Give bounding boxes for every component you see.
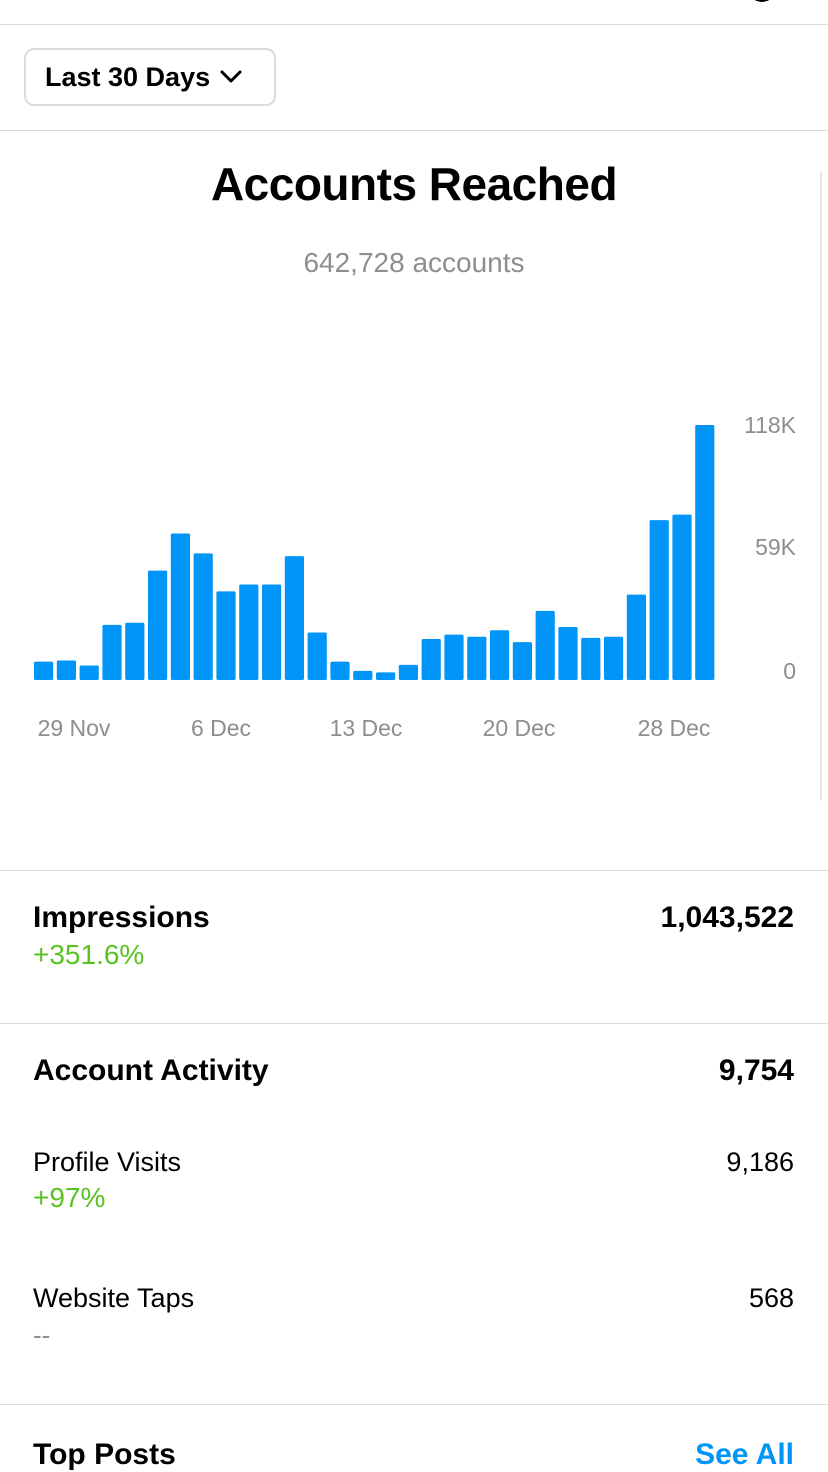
chart-bar[interactable] [216,591,236,680]
x-tick-label: 28 Dec [638,715,711,741]
chart-bar[interactable] [56,660,76,680]
account-activity-section: Account Activity 9,754 Profile Visits +9… [0,1024,828,1405]
chart-bar[interactable] [649,520,669,680]
y-tick-label: 118K [744,412,797,438]
accounts-count: 642,728 accounts [303,247,525,278]
chart-bar[interactable] [604,636,624,680]
website-taps-change: -- [33,1320,51,1350]
chart-bar[interactable] [695,425,715,680]
chart-bar[interactable] [558,627,578,680]
top-posts-label: Top Posts [33,1438,176,1471]
chart-bar[interactable] [239,584,259,680]
chart-bar[interactable] [330,661,350,680]
y-tick-label: 0 [783,658,796,684]
x-tick-label: 6 Dec [191,715,251,741]
impressions-row[interactable]: Impressions +351.6% 1,043,522 [0,871,828,1024]
chart-bar[interactable] [490,630,510,680]
chart-bar[interactable] [307,632,327,680]
impressions-label: Impressions [33,901,210,934]
chart-bar[interactable] [353,670,373,680]
date-range-dropdown[interactable]: Last 30 Days [24,48,276,106]
date-range-label: Last 30 Days [45,61,211,92]
see-all-link[interactable]: See All [695,1438,794,1471]
x-tick-label: 29 Nov [38,715,111,741]
account-activity-label: Account Activity [33,1054,269,1087]
chart-bar[interactable] [467,636,487,680]
chart-bar[interactable] [148,570,168,680]
website-taps-label: Website Taps [33,1283,195,1313]
chart-bar[interactable] [421,638,441,680]
top-bar [0,0,828,25]
section-title: Accounts Reached [210,158,618,210]
scrollbar[interactable] [820,171,822,801]
chart-bar[interactable] [672,514,692,680]
impressions-change: +351.6% [33,939,145,970]
chart-bar[interactable] [34,661,54,680]
profile-visits-change: +97% [33,1182,106,1213]
accounts-reached-section: Accounts Reached 642,728 accounts 118K 59… [0,131,828,871]
chart-bar[interactable] [284,556,304,680]
chart-bar[interactable] [376,672,396,680]
top-posts-section: Top Posts See All [0,1405,828,1472]
chart-bar[interactable] [398,664,418,680]
accounts-reached-chart: 118K 59K 0 29 Nov 6 Dec 13 Dec 20 Dec 28 Dec [34,412,797,741]
x-tick-label: 13 Dec [330,715,403,741]
chart-bar[interactable] [626,594,646,680]
chart-bar[interactable] [512,642,532,680]
profile-visits-label: Profile Visits [33,1147,182,1177]
chart-bar[interactable] [535,610,555,680]
chart-bar[interactable] [444,634,464,680]
y-tick-label: 59K [755,534,797,560]
chart-bar[interactable] [170,533,190,680]
chart-bar[interactable] [125,622,145,680]
profile-visits-value: 9,186 [726,1147,794,1177]
filter-row: Last 30 Days [0,25,828,131]
account-activity-value: 9,754 [718,1054,794,1087]
profile-icon[interactable] [748,0,776,2]
chart-bar[interactable] [79,665,99,680]
impressions-value: 1,043,522 [660,901,794,934]
website-taps-value: 568 [748,1283,794,1313]
chart-bar[interactable] [193,553,213,680]
chart-bar[interactable] [262,584,282,680]
chart-bar[interactable] [102,624,122,680]
chevron-down-icon [220,70,242,83]
chart-bar[interactable] [581,637,601,680]
x-tick-label: 20 Dec [483,715,556,741]
